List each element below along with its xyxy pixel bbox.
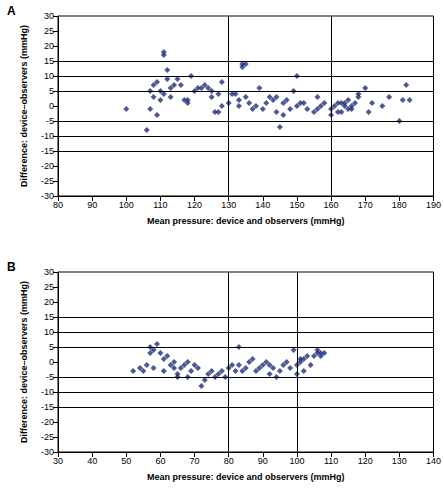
svg-text:-30: -30 bbox=[41, 191, 54, 201]
svg-text:10: 10 bbox=[44, 327, 54, 337]
svg-text:180: 180 bbox=[392, 200, 407, 210]
svg-text:60: 60 bbox=[155, 456, 165, 466]
svg-text:100: 100 bbox=[119, 200, 134, 210]
svg-text:5: 5 bbox=[49, 86, 54, 96]
svg-text:70: 70 bbox=[190, 456, 200, 466]
svg-text:25: 25 bbox=[44, 26, 54, 36]
svg-text:30: 30 bbox=[44, 11, 54, 21]
svg-text:150: 150 bbox=[289, 200, 304, 210]
svg-text:160: 160 bbox=[324, 200, 339, 210]
svg-text:100: 100 bbox=[289, 456, 304, 466]
svg-text:170: 170 bbox=[358, 200, 373, 210]
svg-text:-25: -25 bbox=[41, 432, 54, 442]
svg-text:120: 120 bbox=[187, 200, 202, 210]
svg-text:-5: -5 bbox=[46, 372, 54, 382]
svg-text:-15: -15 bbox=[41, 146, 54, 156]
svg-text:10: 10 bbox=[44, 71, 54, 81]
svg-text:120: 120 bbox=[358, 456, 373, 466]
svg-text:110: 110 bbox=[153, 200, 167, 210]
svg-text:Mean pressure: device and obse: Mean pressure: device and observers (mmH… bbox=[147, 216, 345, 226]
svg-text:-5: -5 bbox=[46, 116, 54, 126]
svg-text:80: 80 bbox=[224, 456, 234, 466]
svg-text:15: 15 bbox=[44, 312, 54, 322]
svg-text:0: 0 bbox=[49, 101, 54, 111]
svg-text:15: 15 bbox=[44, 56, 54, 66]
svg-text:190: 190 bbox=[426, 200, 441, 210]
svg-text:110: 110 bbox=[324, 456, 338, 466]
svg-text:20: 20 bbox=[44, 297, 54, 307]
svg-text:80: 80 bbox=[53, 200, 63, 210]
svg-text:140: 140 bbox=[255, 200, 270, 210]
svg-text:130: 130 bbox=[392, 456, 407, 466]
svg-text:-30: -30 bbox=[41, 447, 54, 457]
svg-text:0: 0 bbox=[49, 357, 54, 367]
svg-text:-20: -20 bbox=[41, 417, 54, 427]
svg-text:-15: -15 bbox=[41, 402, 54, 412]
svg-text:30: 30 bbox=[44, 267, 54, 277]
svg-text:90: 90 bbox=[87, 200, 97, 210]
svg-text:140: 140 bbox=[426, 456, 441, 466]
svg-text:30: 30 bbox=[53, 456, 63, 466]
svg-text:Difference: device–observers (: Difference: device–observers (mmHg) bbox=[19, 281, 29, 443]
svg-text:A: A bbox=[7, 4, 16, 18]
svg-text:-25: -25 bbox=[41, 176, 54, 186]
svg-text:25: 25 bbox=[44, 282, 54, 292]
svg-text:-10: -10 bbox=[41, 131, 54, 141]
svg-text:Mean pressure: device and obse: Mean pressure: device and observers (mmH… bbox=[147, 472, 345, 482]
svg-text:50: 50 bbox=[121, 456, 131, 466]
svg-text:-20: -20 bbox=[41, 161, 54, 171]
svg-text:20: 20 bbox=[44, 41, 54, 51]
svg-text:90: 90 bbox=[258, 456, 268, 466]
svg-text:130: 130 bbox=[221, 200, 236, 210]
svg-text:B: B bbox=[7, 260, 16, 274]
svg-text:5: 5 bbox=[49, 342, 54, 352]
svg-text:40: 40 bbox=[87, 456, 97, 466]
svg-text:-10: -10 bbox=[41, 387, 54, 397]
svg-text:Difference: device–observers (: Difference: device–observers (mmHg) bbox=[19, 25, 29, 187]
